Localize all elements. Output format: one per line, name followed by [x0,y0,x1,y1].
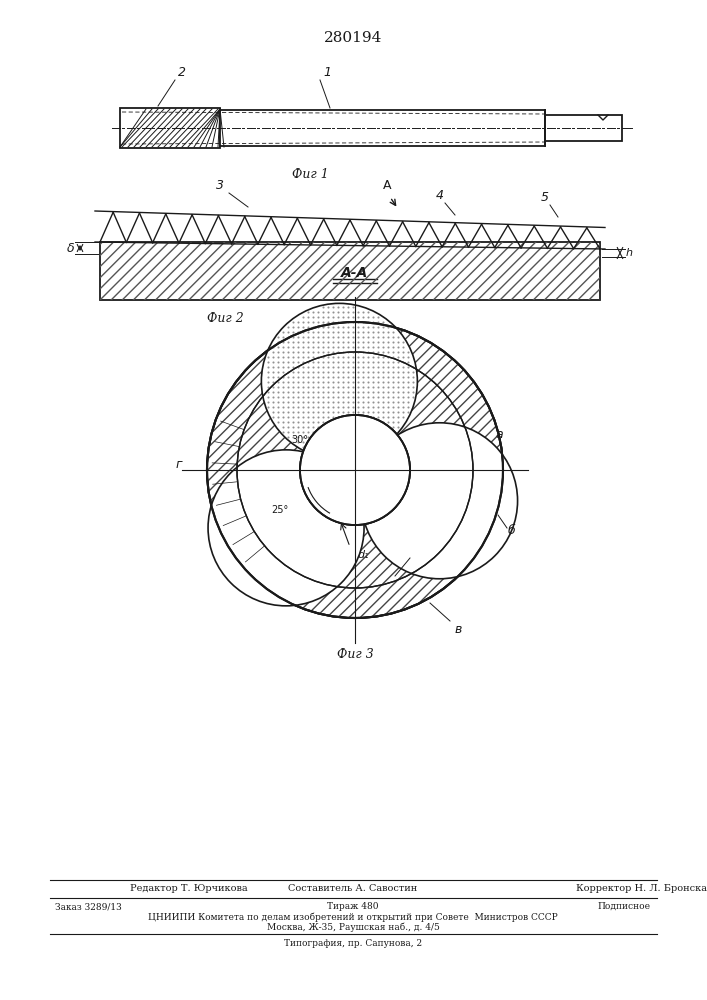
Text: 280194: 280194 [324,31,382,45]
Text: 25°: 25° [271,505,288,515]
Text: Москва, Ж-35, Раушская наб., д. 4/5: Москва, Ж-35, Раушская наб., д. 4/5 [267,922,440,932]
Text: 30°: 30° [291,435,308,445]
Bar [120,108,220,148]
Text: d₁: d₁ [357,550,368,560]
Text: 4: 4 [436,189,444,202]
Text: 1: 1 [323,66,331,79]
Text: Редактор Т. Юрчикова: Редактор Т. Юрчикова [130,884,247,893]
Text: Фиг 2: Фиг 2 [206,312,243,325]
Text: Подписное: Подписное [597,902,650,911]
Text: А: А [382,179,391,192]
Text: h: h [626,248,633,258]
Text: 2: 2 [178,66,186,79]
Text: Типография, пр. Сапунова, 2: Типография, пр. Сапунова, 2 [284,939,422,948]
Text: Фиг 1: Фиг 1 [291,168,328,181]
Text: Заказ 3289/13: Заказ 3289/13 [55,902,122,911]
Text: Составитель А. Савостин: Составитель А. Савостин [288,884,418,893]
Text: Корректор Н. Л. Бронская: Корректор Н. Л. Бронская [576,884,707,893]
Bar [220,110,545,146]
Circle shape [300,415,410,525]
Circle shape [208,450,364,606]
Bar [545,115,622,141]
Text: Тираж 480: Тираж 480 [327,902,379,911]
Text: в: в [455,623,462,636]
Circle shape [262,303,417,459]
Text: Фиг 3: Фиг 3 [337,648,373,661]
Text: А-А: А-А [341,266,368,280]
Text: 5: 5 [541,191,549,204]
Text: б: б [508,524,515,536]
Text: А: А [325,332,333,345]
Text: δ: δ [66,241,74,254]
Text: г: г [175,458,182,472]
Circle shape [207,322,503,618]
Text: d₂: d₂ [410,558,421,568]
Text: ЦНИИПИ Комитета по делам изобретений и открытий при Совете  Министров СССР: ЦНИИПИ Комитета по делам изобретений и о… [148,912,558,922]
Bar [100,242,600,300]
Text: а: а [495,428,503,442]
Text: 3: 3 [216,179,224,192]
Bar [100,242,600,300]
Circle shape [361,423,518,579]
Circle shape [300,415,410,525]
